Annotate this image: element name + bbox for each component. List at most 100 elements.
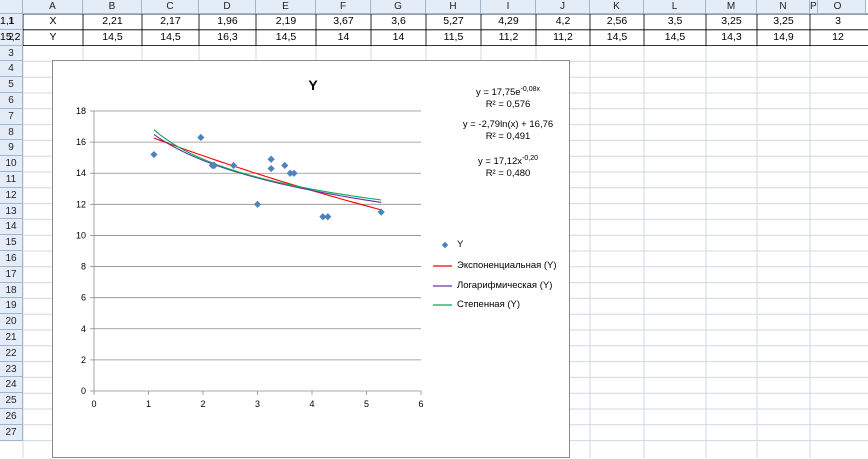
col-header-O[interactable]: O (810, 0, 866, 14)
cell-M1[interactable]: 3,25 (721, 15, 742, 27)
data-point (267, 155, 275, 163)
cell-G1[interactable]: 3,6 (391, 15, 406, 27)
equation-pow-text: y = 17,12x (477, 156, 523, 168)
col-header-M[interactable]: M (706, 0, 757, 14)
equation-pow: y = 17,12x-0,20 R² = 0,480 (443, 153, 573, 180)
row-header-16[interactable]: 16 (0, 251, 23, 267)
cell-N2[interactable]: 14,9 (773, 30, 794, 43)
col-header-L[interactable]: L (644, 0, 706, 14)
cell-J2[interactable]: 11,2 (553, 30, 573, 43)
row-header-8[interactable]: 8 (0, 124, 23, 141)
cell-M2[interactable]: 14,3 (721, 30, 742, 43)
row-header-4[interactable]: 4 (0, 61, 23, 78)
col-header-H[interactable]: H (426, 0, 481, 14)
row-header-27[interactable]: 27 (0, 424, 23, 441)
col-header-K[interactable]: K (590, 0, 644, 14)
row-header-18[interactable]: 18 (0, 282, 23, 299)
cell-E1[interactable]: 2,19 (275, 15, 297, 27)
row-header-22[interactable]: 22 (0, 345, 23, 362)
col-header-F[interactable]: F (316, 0, 371, 14)
row-header-11[interactable]: 11 (0, 172, 23, 188)
legend-series-marker (441, 241, 449, 249)
data-point (253, 200, 262, 208)
y-tick-label: 14 (76, 168, 86, 178)
cell-J1[interactable]: 4,2 (555, 15, 571, 27)
equation-log-r2: R² = 0,491 (485, 131, 531, 142)
cell-K2[interactable]: 14,5 (606, 30, 628, 43)
cell-F2[interactable]: 14 (337, 30, 350, 43)
equation-exp-sup: -0,08x (520, 86, 541, 93)
cell-H1[interactable]: 5,27 (443, 15, 464, 27)
cell-N1[interactable]: 3,25 (773, 15, 794, 27)
cell-L2[interactable]: 14,5 (664, 30, 686, 43)
col-header-B[interactable]: B (83, 0, 142, 14)
row-header-15[interactable]: 15 (0, 235, 23, 251)
x-tick-label: 1 (146, 399, 151, 409)
row-header-19[interactable]: 19 (0, 298, 23, 315)
cell-C2[interactable]: 14,5 (160, 30, 181, 43)
cell-I2[interactable]: 11,2 (498, 30, 519, 43)
cell-G2[interactable]: 14 (392, 30, 405, 43)
row-header-17[interactable]: 17 (0, 266, 23, 283)
y-tick-label: 6 (81, 293, 86, 303)
cell-A2[interactable]: Y (49, 30, 57, 43)
cell-A1[interactable]: X (49, 15, 57, 27)
row-header-14[interactable]: 14 (0, 219, 23, 236)
col-header-I[interactable]: I (481, 0, 536, 14)
equation-log-text: y = -2,79ln(x) + 16,76 (462, 119, 554, 130)
row-header-13[interactable]: 13 (0, 203, 23, 220)
data-point (324, 213, 332, 221)
col-header-N[interactable]: N (757, 0, 810, 14)
row-header-2[interactable]: 2 (0, 29, 23, 46)
row-header-6[interactable]: 6 (0, 93, 23, 109)
row-header-25[interactable]: 25 (0, 393, 23, 409)
cell-F1[interactable]: 3,67 (333, 15, 354, 27)
row-header-21[interactable]: 21 (0, 330, 23, 346)
select-all-corner[interactable] (0, 0, 23, 14)
cell-P1[interactable]: 1,1 (0, 15, 15, 27)
cell-I1[interactable]: 4,29 (498, 15, 519, 27)
cell-P2[interactable]: 15,2 (0, 30, 21, 43)
col-header-D[interactable]: D (199, 0, 256, 14)
cell-B2[interactable]: 14,5 (102, 30, 123, 43)
cell-K1[interactable]: 2,56 (606, 15, 628, 27)
equation-exp-text: y = 17,75e (475, 87, 521, 99)
x-tick-label: 0 (91, 399, 96, 409)
col-header-E[interactable]: E (256, 0, 316, 14)
col-header-J[interactable]: J (536, 0, 590, 14)
row-header-10[interactable]: 10 (0, 156, 23, 172)
cell-C1[interactable]: 2,17 (160, 15, 181, 27)
col-header-P[interactable]: P (810, 0, 818, 14)
row-header-7[interactable]: 7 (0, 108, 23, 125)
cell-O1[interactable]: 3 (835, 15, 841, 27)
cell-H2[interactable]: 11,5 (443, 30, 464, 43)
chart-area[interactable]: Y 0 2 4 6 8 10 12 14 16 18 0 1 2 3 4 5 6 y = 17,75e-0,08x… (52, 60, 570, 458)
cell-B1[interactable]: 2,21 (102, 15, 123, 27)
row-header-1[interactable]: 1 (0, 14, 23, 30)
row-header-23[interactable]: 23 (0, 361, 23, 378)
col-header-A[interactable]: A (23, 0, 83, 14)
cell-D2[interactable]: 16,3 (217, 30, 238, 43)
row-header-26[interactable]: 26 (0, 409, 23, 425)
equation-pow-r2: R² = 0,480 (485, 168, 531, 180)
row-header-12[interactable]: 12 (0, 187, 23, 204)
row-header-24[interactable]: 24 (0, 377, 23, 394)
data-point (377, 208, 385, 216)
col-header-G[interactable]: G (371, 0, 426, 14)
cell-D1[interactable]: 1,96 (217, 15, 238, 27)
cell-L1[interactable]: 3,5 (667, 15, 683, 27)
trendline-exp (153, 137, 382, 211)
cell-O2[interactable]: 12 (832, 30, 844, 43)
row-header-5[interactable]: 5 (0, 77, 23, 93)
row-header-3[interactable]: 3 (0, 45, 23, 62)
cell-E2[interactable]: 14,5 (275, 30, 297, 43)
y-tick-label: 18 (76, 106, 86, 116)
y-tick-label: 2 (81, 355, 86, 365)
row-header-9[interactable]: 9 (0, 140, 23, 157)
equation-exp-r2: R² = 0,576 (485, 99, 531, 111)
row-header-20[interactable]: 20 (0, 314, 23, 330)
col-header-C[interactable]: C (142, 0, 199, 14)
chart-title: Y (308, 77, 318, 93)
